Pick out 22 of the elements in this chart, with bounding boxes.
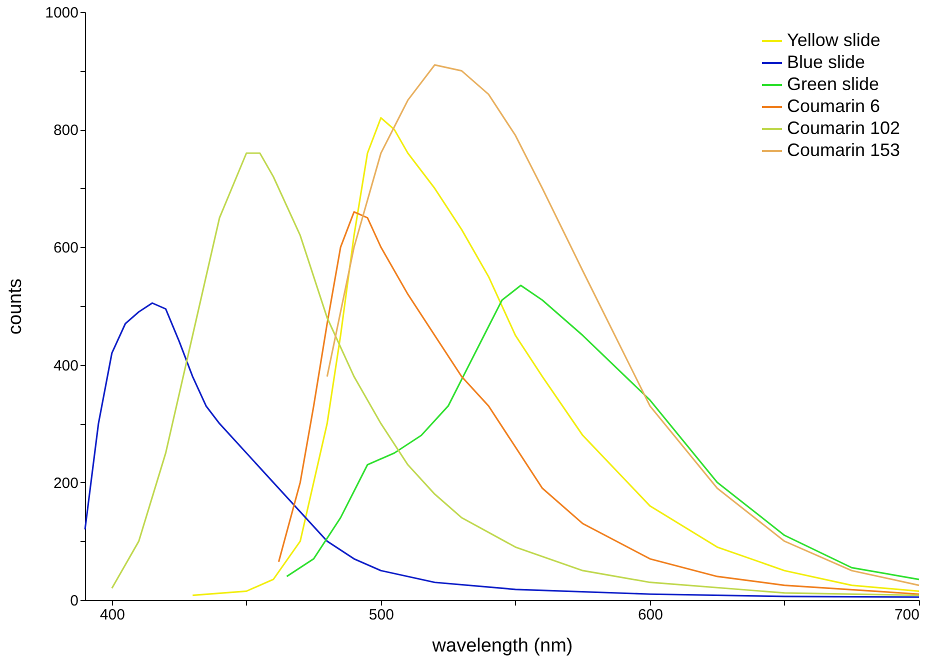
x-tick-label: 500: [368, 606, 394, 624]
line-series: [84, 302, 920, 598]
legend-label: Coumarin 6: [787, 96, 880, 116]
line-series: [286, 284, 920, 580]
legend-label: Coumarin 102: [787, 118, 900, 138]
line-series: [278, 211, 920, 595]
x-tick-label: 600: [638, 606, 663, 624]
y-axis-title: counts: [5, 278, 26, 334]
y-tick-label: 800: [53, 122, 78, 140]
y-tick-label: 400: [53, 357, 78, 374]
line-series: [192, 117, 920, 596]
x-tick-label: 700: [894, 606, 920, 624]
legend-label: Coumarin 153: [787, 140, 900, 160]
y-tick-label: 200: [53, 474, 78, 492]
y-tick-label: 600: [53, 240, 78, 257]
legend-label: Yellow slide: [787, 30, 880, 50]
y-tick-label: 1000: [45, 4, 78, 22]
x-tick-label: 400: [100, 606, 125, 624]
legend-label: Green slide: [787, 74, 880, 94]
legend-label: Blue slide: [787, 52, 866, 72]
x-axis-title: wavelength (nm): [431, 636, 573, 656]
y-tick-label: 0: [70, 592, 78, 610]
